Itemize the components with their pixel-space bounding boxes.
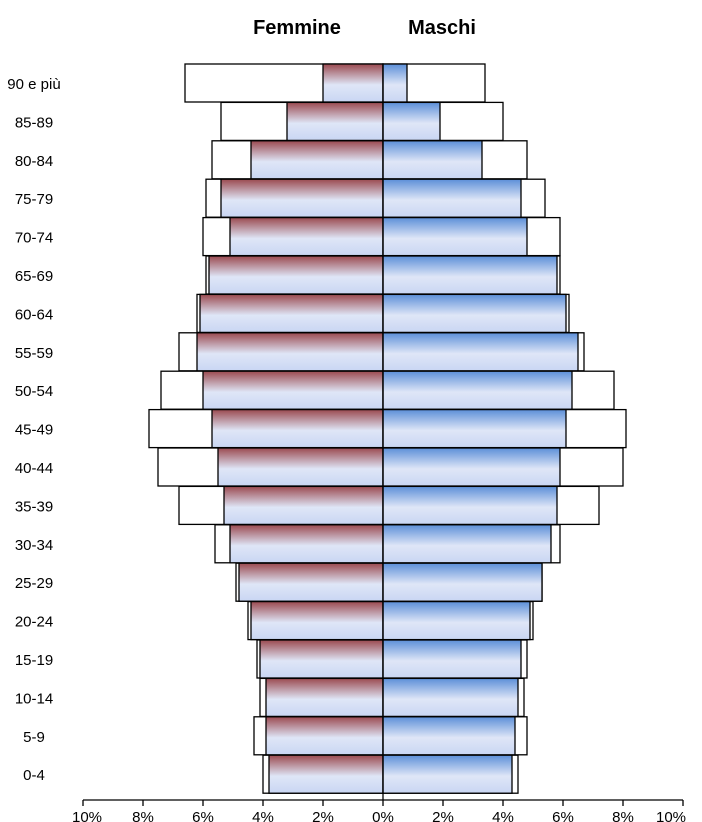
age-labels: 0-4 5-9 10-14 15-19 20-24 25-29 30-34 35-39 40-4…	[7, 76, 60, 784]
male-side-title: Maschi	[408, 17, 476, 39]
female-inner-bar-25-29	[238, 562, 384, 602]
age-label-25-29: 25-29	[15, 575, 53, 592]
age-label-45-49: 45-49	[15, 422, 53, 439]
age-label-15-19: 15-19	[15, 652, 53, 669]
male-inner-bar-40-44	[382, 447, 561, 487]
female-inner-bar-15-19	[259, 639, 384, 679]
male-inner-bar-35-39	[382, 485, 558, 526]
male-inner-bar-85-89	[382, 101, 441, 142]
x-tick-label: 2%	[432, 809, 454, 822]
female-inner-bar-35-39	[223, 485, 384, 526]
female-inner-bar-40-44	[217, 447, 384, 487]
age-label-10-14: 10-14	[15, 690, 53, 707]
age-label-90-e-più: 90 e più	[7, 76, 60, 93]
male-inner-bar-65-69	[382, 255, 558, 295]
male-inner-bar-55-59	[382, 332, 579, 372]
bars-layer	[148, 63, 627, 794]
x-tick-label: 0%	[372, 809, 394, 822]
age-label-35-39: 35-39	[15, 498, 53, 515]
age-label-85-89: 85-89	[15, 114, 53, 131]
male-inner-bar-75-79	[382, 178, 522, 218]
female-inner-bar-90-e-più	[322, 63, 384, 103]
male-inner-bar-20-24	[382, 600, 531, 641]
female-inner-bar-55-59	[196, 332, 384, 372]
age-label-60-64: 60-64	[15, 306, 53, 323]
x-tick-label: 8%	[132, 809, 154, 822]
x-tick-label: 2%	[312, 809, 334, 822]
male-inner-bar-90-e-più	[382, 63, 408, 103]
male-inner-bar-60-64	[382, 293, 567, 334]
female-inner-bar-65-69	[208, 255, 384, 295]
male-inner-bar-45-49	[382, 408, 567, 449]
male-inner-bar-5-9	[382, 716, 516, 756]
male-inner-bar-70-74	[382, 216, 528, 257]
female-inner-bar-85-89	[286, 101, 384, 142]
female-inner-bar-30-34	[229, 524, 384, 564]
x-tick-label: 4%	[252, 809, 274, 822]
age-label-70-74: 70-74	[15, 230, 53, 247]
x-axis: 10% 8% 6% 4% 2% 0% 2% 4% 6% 8% 10%	[72, 64, 686, 822]
x-tick-label: 6%	[192, 809, 214, 822]
age-label-80-84: 80-84	[15, 153, 53, 170]
male-inner-bar-0-4	[382, 754, 513, 794]
age-label-20-24: 20-24	[15, 614, 53, 631]
female-inner-bar-50-54	[202, 370, 384, 410]
female-side-title: Femmine	[253, 17, 341, 39]
x-tick-label: 4%	[492, 809, 514, 822]
female-inner-bar-0-4	[268, 754, 384, 794]
male-inner-bar-15-19	[382, 639, 522, 679]
x-tick-label: 10%	[656, 809, 686, 822]
female-inner-bar-80-84	[250, 140, 384, 180]
female-inner-bar-20-24	[250, 600, 384, 641]
age-label-65-69: 65-69	[15, 268, 53, 285]
x-tick-label: 6%	[552, 809, 574, 822]
female-inner-bar-75-79	[220, 178, 384, 218]
age-label-30-34: 30-34	[15, 537, 53, 554]
female-inner-bar-45-49	[211, 408, 384, 449]
age-label-40-44: 40-44	[15, 460, 53, 477]
x-tick-label: 8%	[612, 809, 634, 822]
age-label-5-9: 5-9	[23, 729, 45, 746]
age-label-0-4: 0-4	[23, 767, 45, 784]
male-inner-bar-10-14	[382, 677, 519, 718]
female-inner-bar-5-9	[265, 716, 384, 756]
female-inner-bar-60-64	[199, 293, 384, 334]
male-inner-bar-50-54	[382, 370, 573, 410]
female-inner-bar-10-14	[265, 677, 384, 718]
female-inner-bar-70-74	[229, 216, 384, 257]
x-tick-label: 10%	[72, 809, 102, 822]
male-inner-bar-25-29	[382, 562, 543, 602]
age-label-50-54: 50-54	[15, 383, 53, 400]
age-label-75-79: 75-79	[15, 191, 53, 208]
male-inner-bar-30-34	[382, 524, 552, 564]
male-inner-bar-80-84	[382, 140, 483, 180]
age-label-55-59: 55-59	[15, 345, 53, 362]
